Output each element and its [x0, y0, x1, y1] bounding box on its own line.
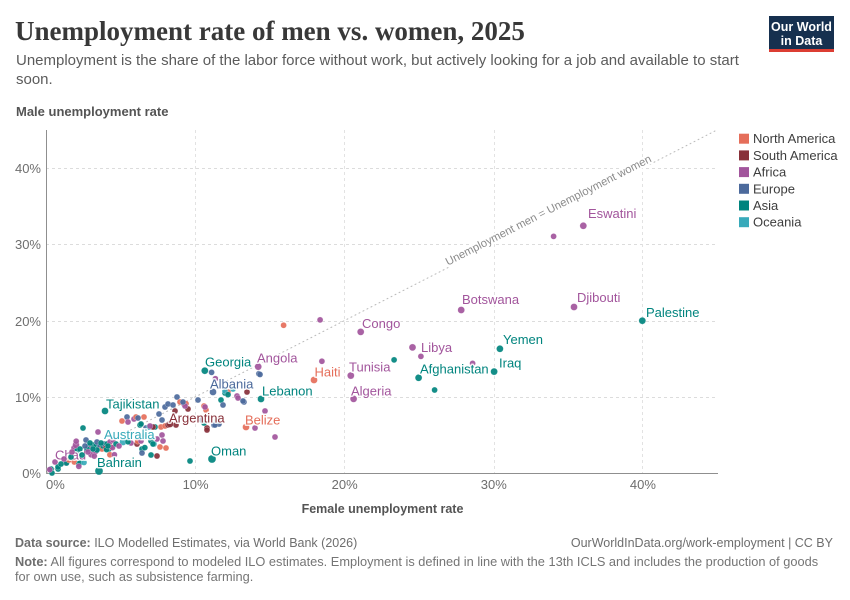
svg-text:Oceania: Oceania [753, 215, 802, 230]
svg-text:Iraq: Iraq [499, 356, 521, 371]
svg-text:0%: 0% [46, 477, 65, 492]
svg-text:0%: 0% [22, 466, 41, 481]
svg-text:Libya: Libya [421, 340, 453, 355]
svg-text:20%: 20% [332, 477, 358, 492]
svg-text:10%: 10% [15, 390, 41, 405]
svg-text:Asia: Asia [753, 198, 779, 213]
svg-text:Congo: Congo [362, 316, 400, 331]
svg-text:40%: 40% [630, 477, 656, 492]
svg-text:Palestine: Palestine [646, 305, 699, 320]
svg-text:30%: 30% [481, 477, 507, 492]
svg-text:Djibouti: Djibouti [577, 290, 620, 305]
svg-text:Belize: Belize [245, 413, 280, 428]
svg-text:Algeria: Algeria [351, 384, 392, 399]
svg-text:Argentina: Argentina [169, 411, 225, 426]
svg-text:40%: 40% [15, 161, 41, 176]
svg-text:Albania: Albania [210, 377, 254, 392]
svg-text:Afghanistan: Afghanistan [420, 362, 489, 377]
svg-text:Lebanon: Lebanon [262, 384, 313, 399]
svg-text:Eswatini: Eswatini [588, 206, 637, 221]
svg-text:Australia: Australia [104, 427, 155, 442]
svg-text:30%: 30% [15, 237, 41, 252]
svg-text:South America: South America [753, 148, 838, 163]
svg-text:Europe: Europe [753, 181, 795, 196]
svg-text:Angola: Angola [257, 351, 298, 366]
svg-text:Tajikistan: Tajikistan [106, 397, 159, 412]
svg-text:North America: North America [753, 131, 836, 146]
svg-text:Georgia: Georgia [205, 355, 252, 370]
svg-text:Tunisia: Tunisia [349, 360, 391, 375]
svg-text:10%: 10% [183, 477, 209, 492]
svg-text:Bahrain: Bahrain [97, 455, 142, 470]
svg-text:Botswana: Botswana [462, 292, 520, 307]
svg-text:Yemen: Yemen [503, 332, 543, 347]
svg-text:Oman: Oman [211, 444, 246, 459]
svg-text:Africa: Africa [753, 165, 787, 180]
svg-text:20%: 20% [15, 314, 41, 329]
svg-text:Haiti: Haiti [315, 365, 341, 380]
